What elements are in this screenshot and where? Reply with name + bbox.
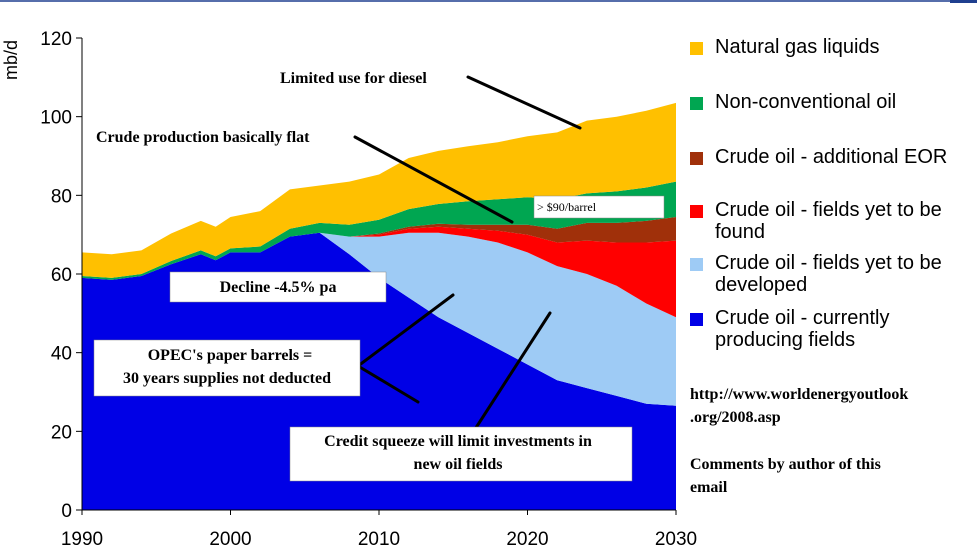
legend-label: Natural gas liquids xyxy=(715,36,880,58)
legend-item-yet-to-be-developed: Crude oil - fields yet to be developed xyxy=(690,252,977,296)
legend-label: Crude oil - fields yet to be found xyxy=(715,199,942,243)
x-tick-label: 2000 xyxy=(209,529,251,550)
y-tick-label: 40 xyxy=(51,344,72,365)
legend-swatch xyxy=(690,152,703,165)
legend-item-currently-producing: Crude oil - currently producing fields xyxy=(690,307,977,351)
annotation-credit-line2: new oil fields xyxy=(414,456,503,473)
legend-swatch xyxy=(690,205,703,218)
legend-swatch xyxy=(690,258,703,271)
corner-mark xyxy=(950,0,977,3)
annotation-flat: Crude production basically flat xyxy=(96,129,310,146)
author-comment: Comments by author of this email xyxy=(690,453,975,499)
x-tick-label: 2030 xyxy=(655,529,697,550)
legend-label: Crude oil - additional EOR xyxy=(715,146,948,168)
y-tick-label: 20 xyxy=(51,422,72,443)
credit-pointer-line xyxy=(468,311,552,439)
annotation-opec-line2: 30 years supplies not deducted xyxy=(123,370,331,387)
legend-item-non-conventional-oil: Non-conventional oil xyxy=(690,91,977,113)
area-series-2 xyxy=(82,226,676,318)
legend-label: Crude oil - currently producing fields xyxy=(715,307,890,351)
legend-swatch xyxy=(690,97,703,110)
source-url-line1: http://www.worldenergyoutlook xyxy=(690,386,909,403)
price-box xyxy=(533,195,665,219)
x-tick-label: 1990 xyxy=(61,529,103,550)
opec-pointer-line-1 xyxy=(356,293,455,368)
x-ticks: 1990 2000 2010 2020 2030 xyxy=(61,510,697,550)
x-tick-label: 2020 xyxy=(506,529,548,550)
source-url: http://www.worldenergyoutlook .org/2008.… xyxy=(690,383,975,429)
y-tick-label: 0 xyxy=(61,501,72,522)
opec-pointer-line-2 xyxy=(356,364,420,404)
annotation-decline: Decline -4.5% pa xyxy=(220,279,337,296)
y-tick-label: 120 xyxy=(40,29,72,50)
flat-pointer-line xyxy=(353,135,514,224)
credit-box xyxy=(289,426,633,482)
y-tick-label: 100 xyxy=(40,108,72,129)
y-ticks: 0 20 40 60 80 100 120 xyxy=(40,29,82,522)
opec-box xyxy=(93,339,361,397)
y-axis-label: mb/d xyxy=(1,40,21,80)
legend-item-additional-eor: Crude oil - additional EOR xyxy=(690,146,977,168)
legend-item-yet-to-be-found: Crude oil - fields yet to be found xyxy=(690,199,977,243)
area-series-1 xyxy=(82,232,676,406)
author-comment-line1: Comments by author of this xyxy=(690,456,881,473)
annotation-opec-line1: OPEC's paper barrels = xyxy=(148,347,313,364)
source-url-line2: .org/2008.asp xyxy=(690,409,781,426)
area-series-4 xyxy=(82,181,676,280)
x-tick-label: 2010 xyxy=(358,529,400,550)
y-tick-label: 80 xyxy=(51,186,72,207)
area-series-3 xyxy=(82,217,676,280)
legend-swatch xyxy=(690,313,703,326)
legend-label: Crude oil - fields yet to be developed xyxy=(715,252,942,296)
annotation-lines xyxy=(353,75,582,439)
legend-swatch xyxy=(690,42,703,55)
author-comment-line2: email xyxy=(690,479,728,496)
y-tick-label: 60 xyxy=(51,265,72,286)
area-series-5 xyxy=(82,102,676,278)
diesel-pointer-line xyxy=(466,75,582,130)
legend-label: Non-conventional oil xyxy=(715,91,897,113)
annotation-credit-line1: Credit squeeze will limit investments in xyxy=(324,433,592,450)
legend-item-natural-gas-liquids: Natural gas liquids xyxy=(690,36,977,58)
decline-box xyxy=(169,271,387,303)
annotation-price: > $90/barrel xyxy=(537,200,597,214)
annotation-diesel: Limited use for diesel xyxy=(280,70,427,87)
